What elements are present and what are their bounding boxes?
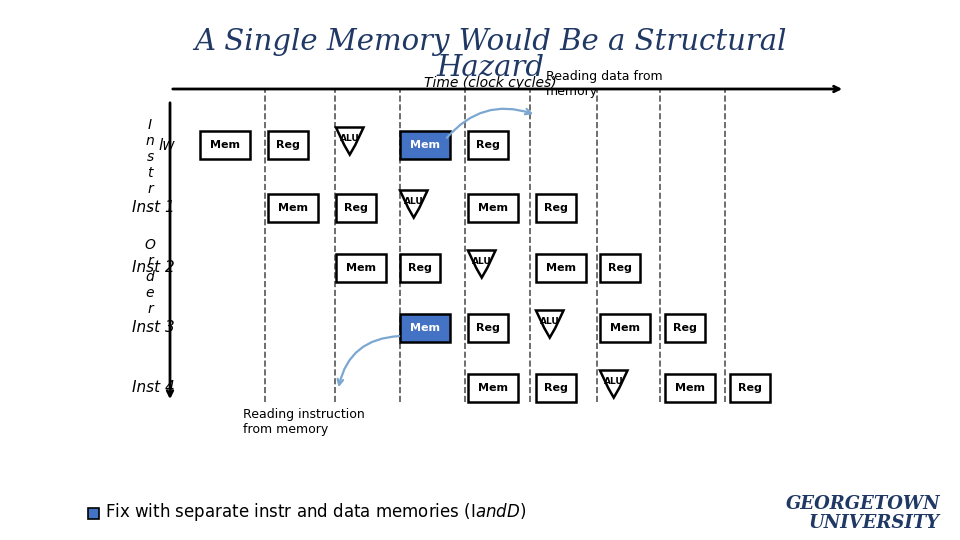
Text: I: I [148, 118, 152, 132]
Text: e: e [146, 286, 155, 300]
Bar [468, 131, 508, 159]
Text: Reg: Reg [408, 263, 432, 273]
Text: Mem: Mem [346, 263, 376, 273]
Text: Mem: Mem [546, 263, 576, 273]
Bar [268, 131, 308, 159]
Text: Reg: Reg [476, 323, 500, 333]
Bar [468, 314, 508, 342]
Text: O: O [145, 238, 156, 252]
Text: .: . [148, 198, 153, 212]
Text: Time (clock cycles): Time (clock cycles) [423, 76, 556, 90]
Text: Inst 1: Inst 1 [132, 200, 175, 215]
Text: Reg: Reg [608, 263, 632, 273]
Text: ALU: ALU [340, 134, 360, 144]
Text: Inst 4: Inst 4 [132, 381, 175, 395]
Text: Mem: Mem [478, 383, 508, 393]
Text: Reg: Reg [276, 140, 300, 150]
Bar [400, 131, 450, 159]
Text: A Single Memory Would Be a Structural: A Single Memory Would Be a Structural [194, 28, 786, 56]
Text: Reg: Reg [544, 383, 568, 393]
Text: Mem: Mem [210, 140, 240, 150]
Polygon shape [536, 310, 564, 338]
Bar [336, 254, 386, 282]
Bar [268, 194, 318, 222]
Bar [730, 374, 770, 402]
Bar [600, 314, 650, 342]
Text: ALU: ALU [604, 377, 624, 387]
Text: Inst 2: Inst 2 [132, 260, 175, 275]
Text: s: s [146, 150, 154, 164]
Bar [536, 194, 576, 222]
Text: Mem: Mem [610, 323, 640, 333]
Text: r: r [147, 254, 153, 268]
Text: Reg: Reg [738, 383, 762, 393]
Bar [400, 314, 450, 342]
Text: Mem: Mem [675, 383, 705, 393]
Text: ALU: ALU [472, 258, 492, 266]
Text: Mem: Mem [478, 203, 508, 213]
Bar [468, 194, 518, 222]
Bar [200, 131, 250, 159]
Text: r: r [147, 182, 153, 196]
Text: Hazard: Hazard [436, 54, 544, 82]
Bar [88, 508, 99, 518]
Text: lw: lw [158, 138, 175, 152]
Bar [536, 254, 586, 282]
Bar [336, 194, 376, 222]
Bar [536, 374, 576, 402]
Text: Reading data from
memory: Reading data from memory [546, 70, 662, 98]
Bar [665, 374, 715, 402]
Text: Reg: Reg [673, 323, 697, 333]
Text: Reg: Reg [344, 203, 368, 213]
Polygon shape [336, 127, 364, 154]
Text: Mem: Mem [410, 323, 440, 333]
Polygon shape [400, 191, 427, 218]
Text: r: r [147, 302, 153, 316]
Text: Fix with separate instr and data memories (I$ and D$): Fix with separate instr and data memorie… [105, 501, 526, 523]
Text: d: d [146, 270, 155, 284]
Polygon shape [600, 370, 628, 397]
Text: ALU: ALU [540, 318, 560, 326]
Bar [665, 314, 705, 342]
Text: t: t [147, 166, 153, 180]
Bar [600, 254, 640, 282]
Text: Mem: Mem [410, 140, 440, 150]
Text: GEORGETOWN
UNIVERSITY: GEORGETOWN UNIVERSITY [785, 495, 940, 532]
Bar [468, 374, 518, 402]
Text: n: n [146, 134, 155, 148]
Text: ALU: ALU [404, 198, 423, 206]
Text: Mem: Mem [278, 203, 308, 213]
Text: Reg: Reg [544, 203, 568, 213]
Text: Inst 3: Inst 3 [132, 321, 175, 335]
Bar [400, 254, 440, 282]
Text: Reg: Reg [476, 140, 500, 150]
Text: Reading instruction
from memory: Reading instruction from memory [243, 408, 365, 436]
Polygon shape [468, 251, 495, 278]
